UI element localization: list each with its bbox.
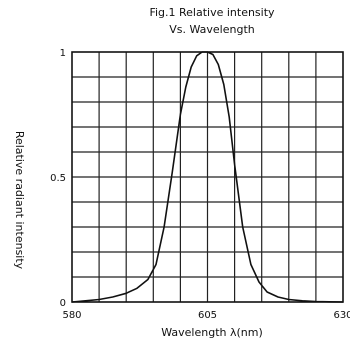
x-axis-label: Wavelength λ(nm) (161, 326, 263, 339)
y-tick-label: 0 (60, 298, 66, 309)
ticks-layer: 580 605 630 0 0.5 1 (50, 48, 350, 321)
series-layer (71, 51, 344, 303)
y-axis-label: Relative radiant intensity (13, 131, 26, 270)
x-tick-label: 580 (62, 310, 81, 321)
y-tick-label: 1 (60, 48, 66, 59)
series-line (71, 51, 344, 303)
chart-title-line-1: Fig.1 Relative intensity (149, 6, 275, 19)
x-tick-label: 630 (333, 310, 350, 321)
y-tick-label: 0.5 (50, 173, 66, 184)
grid-layer (72, 52, 343, 302)
chart-title-line-2: Vs. Wavelength (169, 23, 255, 36)
x-tick-label: 605 (198, 310, 217, 321)
